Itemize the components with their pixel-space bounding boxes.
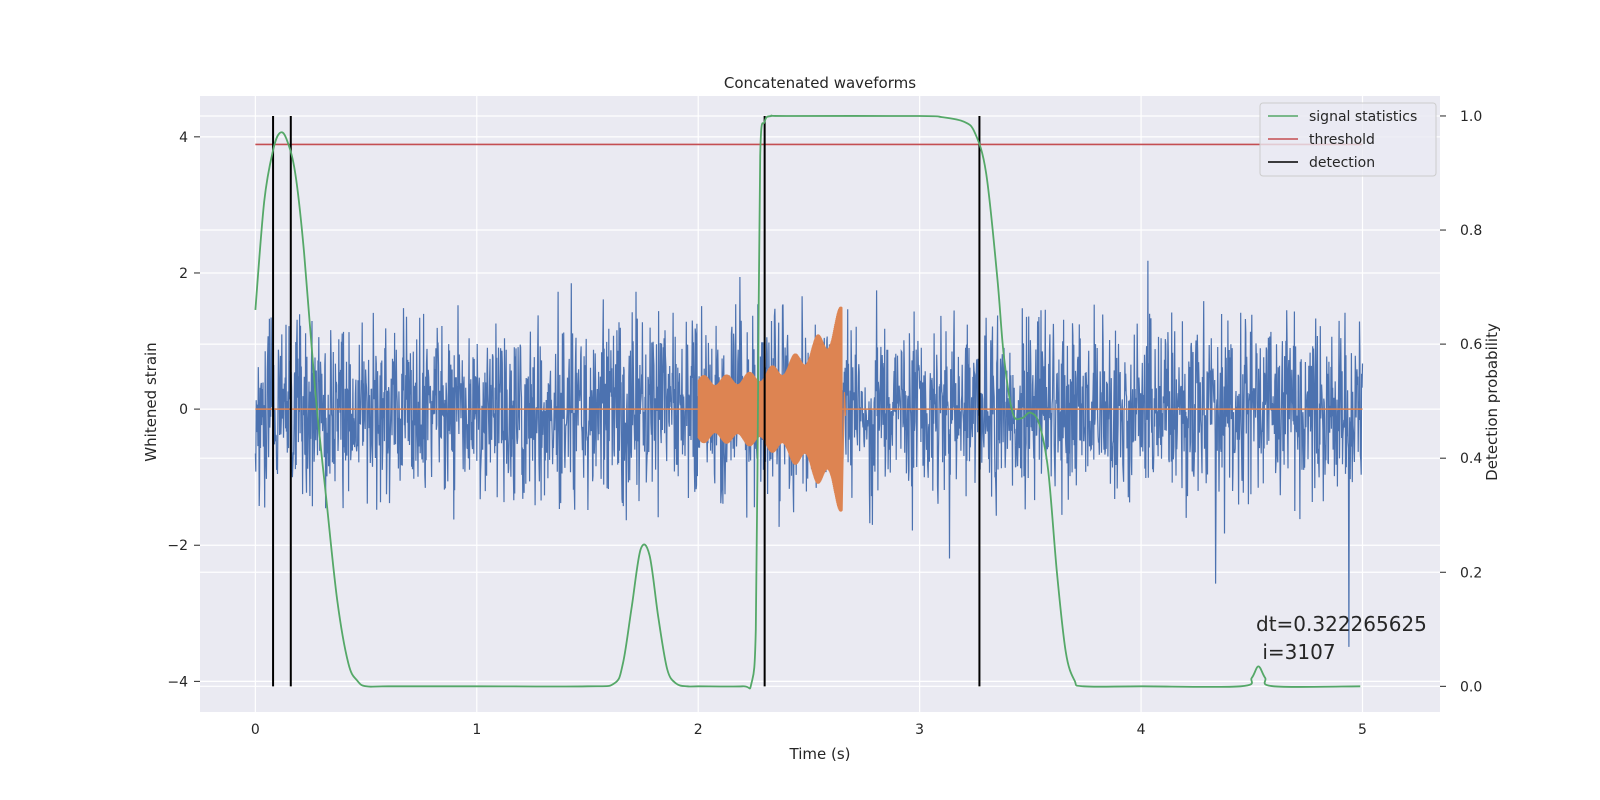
injection-chirp (697, 306, 847, 512)
y-tick-label: 2 (179, 266, 188, 282)
legend-box (1259, 102, 1437, 177)
annotation-i: i=3107 (1256, 640, 1336, 664)
x-axis-label: Time (s) (789, 745, 851, 763)
y2-axis-ticks: 0.0 0.2 0.4 0.6 0.8 1.0 (1440, 109, 1482, 695)
legend-signal-statistics-label: signal statistics (1309, 109, 1417, 125)
y2-tick-label: 0.2 (1460, 565, 1482, 581)
y-axis-ticks: −4 −2 0 2 4 (167, 130, 200, 690)
legend-threshold-label: threshold (1309, 132, 1375, 148)
y-axis-label: Whitened strain (142, 342, 160, 461)
x-tick-label: 2 (694, 722, 703, 738)
y2-tick-label: 0.6 (1460, 337, 1482, 353)
y2-tick-label: 1.0 (1460, 109, 1482, 125)
x-tick-label: 0 (251, 722, 260, 738)
x-tick-label: 4 (1137, 722, 1146, 738)
detection-series (272, 115, 981, 687)
y-tick-label: −4 (167, 674, 188, 690)
y-tick-label: −2 (167, 538, 188, 554)
x-tick-label: 1 (472, 722, 481, 738)
y2-tick-label: 0.0 (1460, 679, 1482, 695)
x-axis-ticks: 0 1 2 3 4 5 (251, 722, 1367, 738)
injection-series (255, 306, 1363, 512)
annotation-dt: dt=0.322265625 (1256, 612, 1427, 636)
x-tick-label: 3 (915, 722, 924, 738)
legend: signal statistics threshold detection (1259, 102, 1437, 177)
y-tick-label: 4 (179, 130, 188, 146)
signal-statistics-line (254, 114, 1361, 690)
y2-axis-label: Detection probability (1483, 323, 1501, 481)
legend-detection-label: detection (1309, 155, 1375, 171)
y2-tick-label: 0.8 (1460, 223, 1482, 239)
y2-tick-label: 0.4 (1460, 451, 1482, 467)
signal-statistics-series (254, 114, 1361, 690)
chart-title: Concatenated waveforms (724, 74, 916, 92)
y-tick-label: 0 (179, 402, 188, 418)
x-tick-label: 5 (1358, 722, 1367, 738)
